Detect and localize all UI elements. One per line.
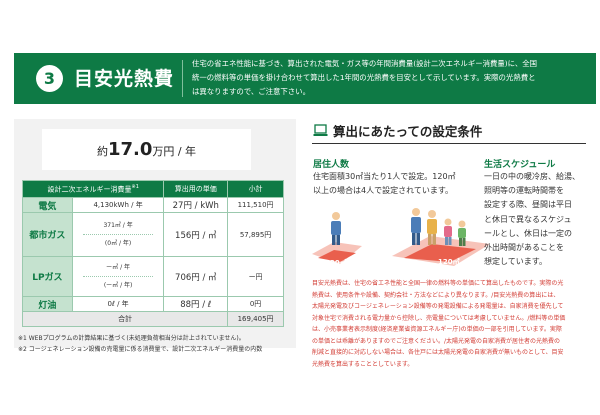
disclaimer-line: 太陽光発電及びコージェネレーション設備等の発電設備による発電量は、自家消費を優先… [312,303,564,310]
consumption-lpgas: ー㎥ / 年 (ー㎥ / 年) [71,256,165,297]
subtotal-electric: 111,510円 [227,197,284,213]
residents-text: 住宅面積30㎡当たり1人で設定。120㎡ 以上の場合は4人で設定されています。 [313,170,498,198]
schedule-line: 照明等の運転時間帯を [484,186,564,196]
row-label-lpgas: LPガス [22,256,73,297]
header-consumption: 設計二次エネルギー消費量※1 [21,180,165,198]
annual-cost-summary: 約17.0万円 / 年 [42,129,251,170]
consumption-line-sub: (0㎥ / 年) [82,234,154,249]
family-icon [411,208,466,246]
schedule-line: 想定しています。 [484,257,547,267]
residents-illustration [312,208,490,266]
subtotal-lpgas: ー円 [227,256,284,297]
table-header-row: 設計二次エネルギー消費量※1 算出用の単価 小計 [21,180,284,198]
header-divider [182,60,183,97]
section-description: 住宅の省エネ性能に基づき、算出された電気・ガス等の年間消費量(設計二次エネルギー… [192,57,592,99]
consumption-kerosene: 0ℓ / 年 [71,296,165,312]
table-row: 灯油 0ℓ / 年 88円 / ℓ 0円 [22,296,284,312]
desc-line: 住宅の省エネ性能に基づき、算出された電気・ガス等の年間消費量(設計二次エネルギー… [192,59,538,68]
floor-label-large: 120㎡ [438,258,460,266]
total-label: 合計 [21,311,229,327]
table-row: 電気 4,130kWh / 年 27円 / kWh 111,510円 [22,197,284,213]
footnote: ※2 コージェネレーション設備の売電量に係る消費量で、設計二次エネルギー消費量の… [18,346,263,353]
disclaimer-line: は、小売事業者表示制度(経済産業省資源エネルギー庁)の単価の一部を引用しています… [312,326,562,333]
disclaimer-line: の単価とは乖離がありますのでご注意ください。/太陽光発電の自家消費が居住者の光熱… [312,337,561,345]
residents-line: 住宅面積30㎡当たり1人で設定。120㎡ [313,172,456,181]
row-label-electric: 電気 [22,197,73,213]
conditions-divider [312,143,586,144]
price-electric: 27円 / kWh [163,197,229,213]
consumption-line: ー㎥ / 年 [106,264,131,271]
total-subtotal: 169,405円 [227,311,284,327]
price-lpgas: 706円 / ㎥ [163,256,229,297]
price-citygas: 156円 / ㎥ [163,212,229,257]
section-number-badge: 3 [36,65,63,92]
disclaimer-line: 光熱費を算出することとしています。 [312,360,414,368]
consumption-electric: 4,130kWh / 年 [71,197,165,213]
schedule-line: ールとし、休日は一定の [484,228,572,238]
disclaimer-line: 対象住宅で消費される電力量から控除し、売電量については考慮していません。/燃料等… [312,314,566,322]
row-label-citygas: 都市ガス [22,212,73,257]
disclaimer-note: 目安光熱費は、住宅の省エネ性能と全国一律の燃料等の単価にて算出したものです。実際… [312,278,588,370]
table-row: 都市ガス 371㎥ / 年 (0㎥ / 年) 156円 / ㎥ 57,895円 [22,212,284,257]
table-row: LPガス ー㎥ / 年 (ー㎥ / 年) 706円 / ㎥ ー円 [22,256,284,297]
section-title: 目安光熱費 [74,68,175,90]
header-price: 算出用の単価 [163,180,229,198]
person-icon [331,212,341,245]
consumption-line-sub: (ー㎥ / 年) [82,276,154,291]
schedule-text: 一日の中の暖冷房、給湯、 照明等の運転時間帯を 設定する際、昼間は平日 と休日で… [484,170,594,269]
table-total-row: 合計 169,405円 [21,311,284,327]
cost-table: 設計二次エネルギー消費量※1 算出用の単価 小計 電気 4,130kWh / 年… [21,180,284,327]
schedule-line: と休日で異なるスケジュ [484,214,572,224]
desc-line: 統一の燃料等の単価を掛け合わせて算出した1年間の光熱費を目安として示しています。… [192,73,536,82]
summary-unit: 万円 / 年 [152,145,197,158]
consumption-line: 371㎥ / 年 [103,222,133,229]
subtotal-kerosene: 0円 [227,296,284,312]
header-subtotal: 小計 [227,180,284,198]
conditions-title: 算出にあたっての設定条件 [333,124,483,139]
laptop-icon [313,124,328,136]
section-header: 3 目安光熱費 住宅の省エネ性能に基づき、算出された電気・ガス等の年間消費量(設… [14,53,596,104]
disclaimer-line: 熱費は、使用条件や設備、契約会社・方法などにより異なります。/目安光熱費の算出に… [312,291,560,299]
summary-prefix: 約 [96,145,108,158]
schedule-title: 生活スケジュール [484,160,556,170]
footnotes: ※1 WEBプログラムの計算結果に基づく(未処理負荷相当分は計上されていません)… [18,333,298,355]
disclaimer-line: 目安光熱費は、住宅の省エネ性能と全国一律の燃料等の単価にて算出したものです。実際… [312,280,564,287]
consumption-citygas: 371㎥ / 年 (0㎥ / 年) [71,212,165,257]
row-label-kerosene: 灯油 [22,296,73,312]
subtotal-citygas: 57,895円 [227,212,284,257]
residents-title: 居住人数 [313,160,350,170]
footnote: ※1 WEBプログラムの計算結果に基づく(未処理負荷相当分は計上されていません)… [18,335,245,342]
desc-line: は異なりますので、ご注意下さい。 [192,87,310,96]
schedule-line: 一日の中の暖冷房、給湯、 [484,172,580,181]
schedule-line: 外出時間があることを [484,243,564,253]
summary-amount: 17.0 [107,139,153,160]
disclaimer-line: 削減と直接的に対応しない場合は、各住戸には太陽光発電の自家消費が無いものとして、… [312,349,564,356]
floor-label-small: 30㎡ [330,259,347,267]
price-kerosene: 88円 / ℓ [163,296,229,312]
residents-line: 以上の場合は4人で設定されています。 [313,186,454,195]
schedule-line: 設定する際、昼間は平日 [484,200,572,210]
